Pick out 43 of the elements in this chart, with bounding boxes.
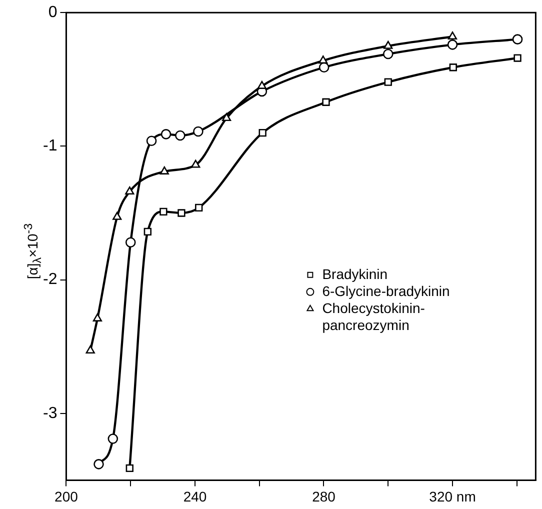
x-tick-label: 280 (312, 488, 336, 504)
point (384, 40, 393, 49)
point (448, 32, 458, 40)
point (193, 126, 204, 137)
point (160, 129, 172, 140)
legend-label: 6-Glycine-bradykinin (322, 282, 450, 299)
legend-label: Bradykinin (322, 266, 388, 282)
point (258, 129, 266, 137)
point (108, 434, 118, 444)
point (178, 209, 186, 217)
point (146, 136, 157, 146)
point (318, 62, 330, 73)
point (160, 208, 168, 216)
point (191, 160, 200, 168)
x-tick-label: 320 nm (429, 488, 476, 504)
point (447, 40, 458, 50)
legend-label: Cholecystokinin-pancreozymin (322, 300, 426, 333)
point (382, 48, 394, 60)
point (160, 166, 169, 174)
point (318, 56, 328, 64)
point (257, 80, 266, 89)
x-tick-label: 200 (54, 488, 78, 504)
y-tick-label: -1 (42, 138, 58, 155)
point (512, 34, 523, 44)
y-tick-label: -2 (42, 271, 58, 288)
point (514, 54, 522, 62)
point (449, 64, 457, 72)
y-tick-label: 0 (48, 4, 58, 22)
point (126, 464, 134, 472)
point (112, 212, 122, 220)
point (175, 130, 186, 141)
point (195, 204, 203, 212)
y-tick-label: -3 (42, 404, 58, 422)
point (322, 98, 330, 106)
point (125, 186, 134, 195)
point (222, 112, 232, 122)
point (384, 78, 392, 86)
x-tick-label: 240 (183, 488, 207, 504)
point (86, 345, 95, 354)
point (144, 228, 152, 236)
point (125, 237, 136, 248)
point (94, 459, 104, 470)
point (92, 313, 102, 322)
